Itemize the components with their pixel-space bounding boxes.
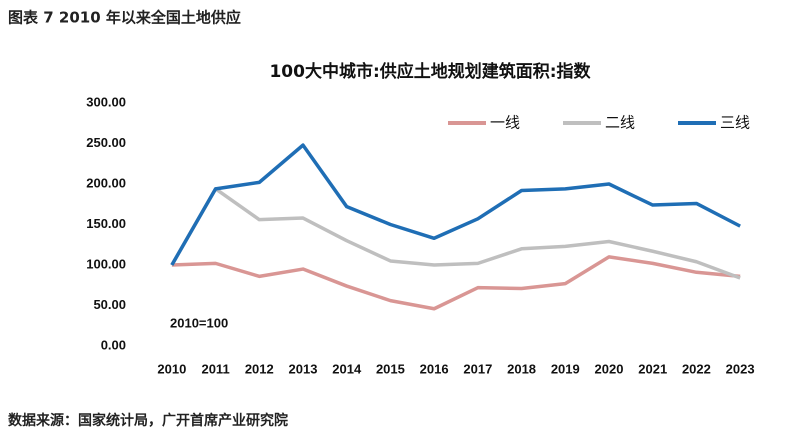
y-tick-label: 100.00	[86, 256, 126, 271]
series-line	[170, 143, 741, 266]
x-tick-label: 2011	[201, 361, 229, 376]
x-tick-label: 2015	[376, 361, 405, 376]
x-tick-label: 2016	[420, 361, 449, 376]
legend-label: 一线	[490, 114, 520, 132]
y-tick-label: 150.00	[86, 216, 126, 231]
x-tick-label: 2014	[332, 361, 362, 376]
y-tick-label: 0.00	[101, 337, 126, 352]
y-tick-label: 300.00	[86, 94, 126, 109]
series-line	[171, 255, 741, 311]
legend-label: 三线	[720, 114, 750, 132]
chart-title: 100大中城市:供应土地规划建筑面积:指数	[269, 61, 591, 82]
x-tick-label: 2010	[157, 361, 186, 376]
annotation: 2010=100	[170, 315, 228, 330]
x-tick-label: 2019	[551, 361, 580, 376]
header: 图表 7 2010 年以来全国土地供应	[8, 9, 241, 27]
x-tick-label: 2017	[463, 361, 492, 376]
y-tick-label: 200.00	[86, 175, 126, 190]
x-tick-label: 2020	[595, 361, 624, 376]
y-tick-label: 250.00	[86, 135, 126, 150]
x-tick-label: 2012	[245, 361, 274, 376]
x-tick-label: 2013	[289, 361, 318, 376]
x-tick-label: 2022	[682, 361, 711, 376]
x-tick-label: 2021	[638, 361, 667, 376]
y-tick-label: 50.00	[93, 297, 126, 312]
x-tick-label: 2023	[726, 361, 755, 376]
legend-label: 二线	[605, 114, 635, 132]
series-line	[170, 187, 741, 280]
x-tick-label: 2018	[507, 361, 536, 376]
source: 数据来源：国家统计局，广开首席产业研究院	[8, 412, 288, 429]
